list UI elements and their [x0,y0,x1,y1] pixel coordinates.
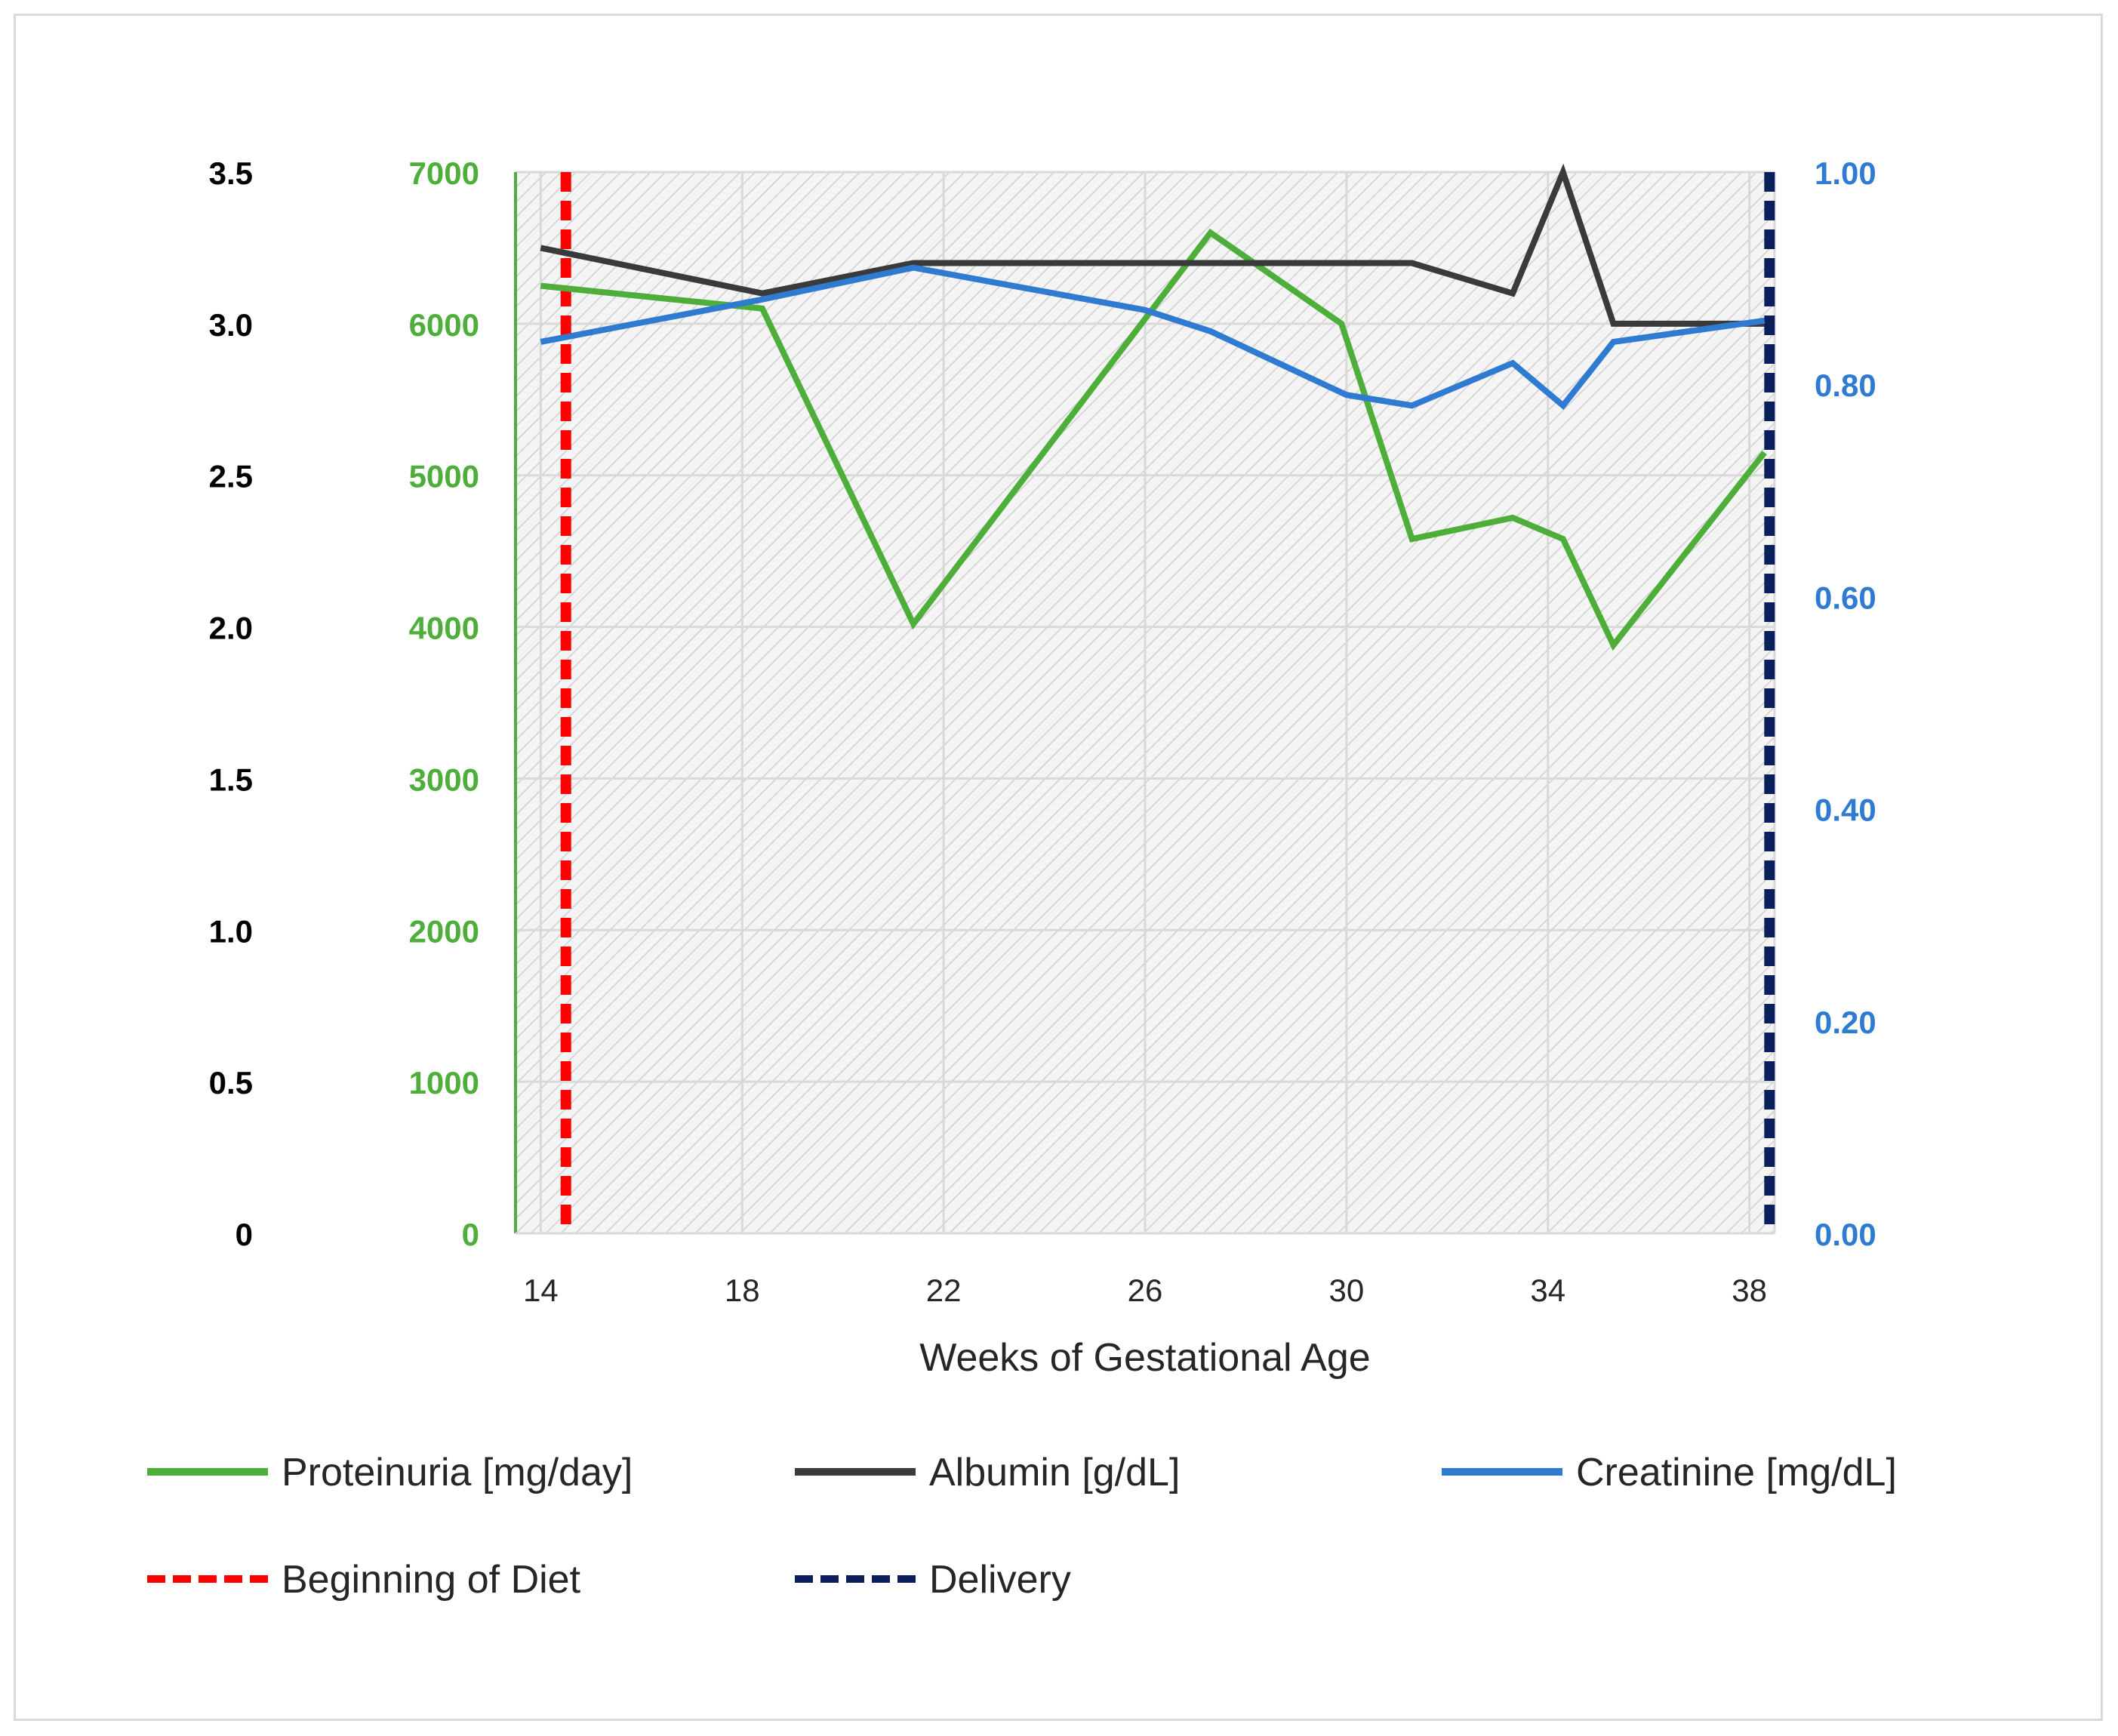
series-line-proteinuria [540,228,1767,651]
y-tick-label-proteinuria: 5000 [409,459,479,494]
y-tick-label-proteinuria: 6000 [409,307,479,343]
legend-label: Beginning of Diet [282,1558,581,1602]
legend-label: Proteinuria [mg/day] [282,1451,633,1494]
y-tick-label-creatinine: 0.20 [1815,1005,1876,1040]
legend-label: Albumin [g/dL] [929,1451,1180,1494]
x-tick-label: 22 [926,1273,962,1308]
y-tick-label-albumin: 3.5 [209,155,253,191]
y-tick-label-proteinuria: 7000 [409,155,479,191]
legend-label: Delivery [929,1558,1071,1602]
y-tick-label-albumin: 2.5 [209,459,253,494]
y-tick-label-proteinuria: 4000 [409,611,479,646]
reference-lines [560,172,1775,1233]
y-tick-label-creatinine: 0.00 [1815,1217,1876,1252]
y-tick-label-albumin: 1.0 [209,913,253,949]
x-tick-label: 18 [725,1273,760,1308]
y-tick-label-albumin: 1.5 [209,762,253,797]
series-line-creatinine [540,264,1766,411]
x-tick-label: 26 [1128,1273,1163,1308]
y-tick-label-albumin: 2.0 [209,611,253,646]
x-tick-label: 38 [1732,1273,1767,1308]
series-line-albumin [540,163,1765,327]
y-tick-label-albumin: 0 [236,1217,253,1252]
y-tick-label-creatinine: 1.00 [1815,155,1876,191]
series-lines [540,163,1767,651]
axes: 0 0.5 1.0 1.5 2.0 2.5 3.0 3.5 0 1000 2000 3000 4000 5… [209,155,1876,1308]
y-tick-label-creatinine: 0.40 [1815,793,1876,828]
legend-label: Creatinine [mg/dL] [1576,1451,1897,1494]
y-tick-label-proteinuria: 1000 [409,1065,479,1100]
y-tick-label-proteinuria: 3000 [409,762,479,797]
x-axis-title: Weeks of Gestational Age [919,1336,1370,1380]
y-tick-label-proteinuria: 2000 [409,913,479,949]
y-tick-label-proteinuria: 0 [462,1217,479,1252]
y-tick-label-creatinine: 0.60 [1815,580,1876,615]
y-tick-label-albumin: 3.0 [209,307,253,343]
x-tick-label: 14 [523,1273,559,1308]
x-tick-label: 34 [1530,1273,1565,1308]
legend: Proteinuria [mg/day] Albumin [g/dL] Creati… [147,1451,1897,1602]
x-tick-label: 30 [1329,1273,1365,1308]
y-tick-label-creatinine: 0.80 [1815,368,1876,403]
y-tick-label-albumin: 0.5 [209,1065,253,1100]
